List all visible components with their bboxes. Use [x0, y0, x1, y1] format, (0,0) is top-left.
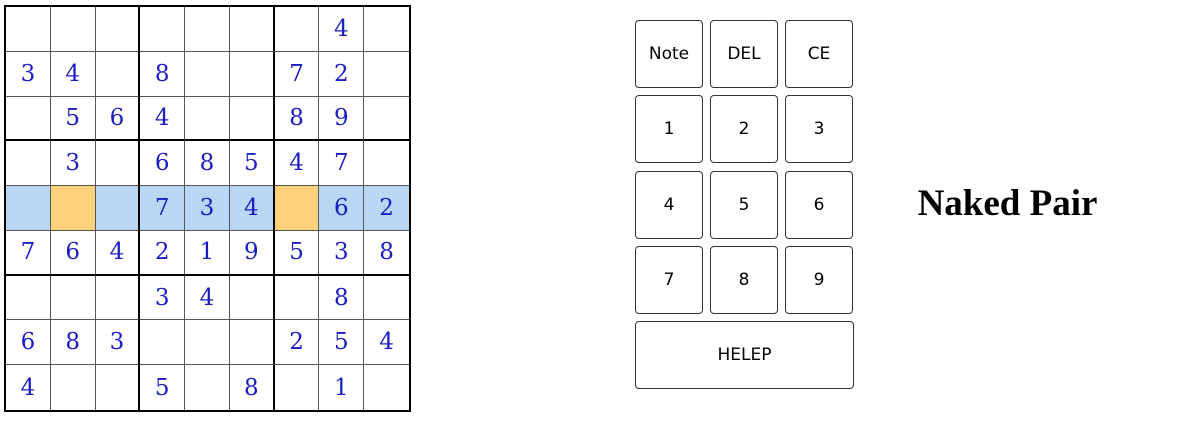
- cell-r1-c4[interactable]: [140, 7, 186, 52]
- cell-r1-c5[interactable]: [185, 7, 230, 52]
- cell-r7-c8[interactable]: 8: [319, 275, 365, 321]
- cell-r2-c2[interactable]: 4: [50, 51, 96, 97]
- cell-r8-c4[interactable]: [140, 320, 186, 366]
- cell-r9-c3[interactable]: [96, 365, 141, 410]
- cell-r4-c3[interactable]: [95, 141, 141, 187]
- cell-r8-c3[interactable]: 3: [95, 320, 141, 366]
- cell-r3-c7[interactable]: 8: [274, 96, 320, 142]
- cell-r1-c1[interactable]: [6, 7, 51, 52]
- cell-r9-c2[interactable]: [51, 365, 96, 410]
- cell-r8-c7[interactable]: 2: [274, 320, 320, 366]
- cell-r7-c3[interactable]: [95, 275, 141, 321]
- cell-r4-c7[interactable]: 4: [274, 141, 320, 187]
- cell-r8-c6[interactable]: [229, 320, 275, 366]
- cell-r3-c6[interactable]: [229, 96, 275, 142]
- cell-r4-c9[interactable]: [364, 141, 409, 187]
- note-button[interactable]: Note: [635, 20, 703, 88]
- digit-4-button[interactable]: 4: [635, 171, 703, 239]
- cell-r5-c5[interactable]: 3: [185, 186, 230, 231]
- cell-r3-c1[interactable]: [6, 96, 51, 142]
- cell-r8-c9[interactable]: 4: [364, 320, 409, 366]
- cell-r6-c6[interactable]: 9: [229, 230, 275, 276]
- cell-r5-c1[interactable]: [6, 186, 51, 231]
- cell-r5-c4[interactable]: 7: [140, 186, 186, 231]
- cell-r7-c2[interactable]: [50, 275, 96, 321]
- digit-6-button[interactable]: 6: [785, 171, 853, 239]
- cell-r7-c5[interactable]: 4: [185, 275, 230, 321]
- cell-r2-c8[interactable]: 2: [319, 51, 365, 97]
- cell-r9-c8[interactable]: 1: [319, 365, 365, 410]
- cell-r1-c9[interactable]: [364, 7, 409, 52]
- cell-r6-c2[interactable]: 6: [50, 230, 96, 276]
- cell-r4-c6[interactable]: 5: [229, 141, 275, 187]
- digit-7-button[interactable]: 7: [635, 246, 703, 314]
- digit-1-button[interactable]: 1: [635, 95, 703, 163]
- cell-r5-c9[interactable]: 2: [364, 186, 409, 231]
- cell-r1-c7[interactable]: [274, 7, 320, 52]
- cell-r2-c4[interactable]: 8: [140, 51, 186, 97]
- cell-r3-c3[interactable]: 6: [95, 96, 141, 142]
- cell-r8-c8[interactable]: 5: [319, 320, 365, 366]
- cell-r2-c1[interactable]: 3: [6, 51, 51, 97]
- clear-entry-button[interactable]: CE: [785, 20, 853, 88]
- cell-r3-c5[interactable]: [185, 96, 230, 142]
- cell-r2-c6[interactable]: [229, 51, 275, 97]
- digit-3-button[interactable]: 3: [785, 95, 853, 163]
- cell-r8-c2[interactable]: 8: [50, 320, 96, 366]
- cell-r7-c9[interactable]: [364, 276, 409, 321]
- cell-r2-c9[interactable]: [364, 52, 409, 97]
- cell-r5-c3[interactable]: [95, 186, 141, 231]
- cell-r6-c3[interactable]: 4: [95, 230, 141, 276]
- cell-r1-c6[interactable]: [229, 7, 275, 52]
- cell-r6-c1[interactable]: 7: [6, 230, 51, 276]
- cell-r6-c7[interactable]: 5: [274, 230, 320, 276]
- cell-r9-c9[interactable]: [364, 365, 409, 410]
- cell-r1-c3[interactable]: [95, 7, 141, 52]
- cell-r6-c9[interactable]: 8: [364, 231, 409, 276]
- cell-r9-c4[interactable]: 5: [140, 365, 186, 410]
- cell-r3-c9[interactable]: [364, 97, 409, 142]
- cell-r1-c2[interactable]: [50, 7, 96, 52]
- delete-button[interactable]: DEL: [710, 20, 778, 88]
- digit-8-button[interactable]: 8: [710, 246, 778, 314]
- cell-r6-c8[interactable]: 3: [319, 230, 365, 276]
- technique-label: Naked Pair: [917, 183, 1098, 224]
- cell-r4-c8[interactable]: 7: [319, 141, 365, 187]
- cell-r2-c5[interactable]: [185, 51, 230, 97]
- cell-r9-c1[interactable]: 4: [6, 365, 51, 410]
- cell-r2-c7[interactable]: 7: [274, 51, 320, 97]
- cell-r3-c4[interactable]: 4: [140, 96, 186, 142]
- cell-r4-c2[interactable]: 3: [50, 141, 96, 187]
- cell-r2-c3[interactable]: [95, 51, 141, 97]
- digit-9-button[interactable]: 9: [785, 246, 853, 314]
- cell-r9-c7[interactable]: [275, 365, 320, 410]
- cell-r4-c4[interactable]: 6: [140, 141, 186, 187]
- cell-r4-c1[interactable]: [6, 141, 51, 187]
- cell-r5-c7[interactable]: [274, 186, 320, 231]
- cell-r1-c8[interactable]: 4: [319, 7, 365, 52]
- cell-r5-c6[interactable]: 4: [229, 186, 275, 231]
- cell-r7-c6[interactable]: [229, 275, 275, 321]
- cell-r7-c1[interactable]: [6, 275, 51, 321]
- cell-r9-c6[interactable]: 8: [230, 365, 275, 410]
- cell-r6-c4[interactable]: 2: [140, 230, 186, 276]
- cell-r7-c4[interactable]: 3: [140, 275, 186, 321]
- cell-r7-c7[interactable]: [274, 275, 320, 321]
- cell-r5-c2[interactable]: [50, 186, 96, 231]
- cell-r6-c5[interactable]: 1: [185, 230, 230, 276]
- cell-r9-c5[interactable]: [185, 365, 230, 410]
- cell-r4-c5[interactable]: 8: [185, 141, 230, 187]
- cell-r3-c2[interactable]: 5: [50, 96, 96, 142]
- cell-r8-c5[interactable]: [185, 320, 230, 366]
- cell-r5-c8[interactable]: 6: [319, 186, 365, 231]
- digit-5-button[interactable]: 5: [710, 171, 778, 239]
- cell-r3-c8[interactable]: 9: [319, 96, 365, 142]
- digit-2-button[interactable]: 2: [710, 95, 778, 163]
- help-button[interactable]: HELEP: [635, 321, 854, 389]
- cell-r8-c1[interactable]: 6: [6, 320, 51, 366]
